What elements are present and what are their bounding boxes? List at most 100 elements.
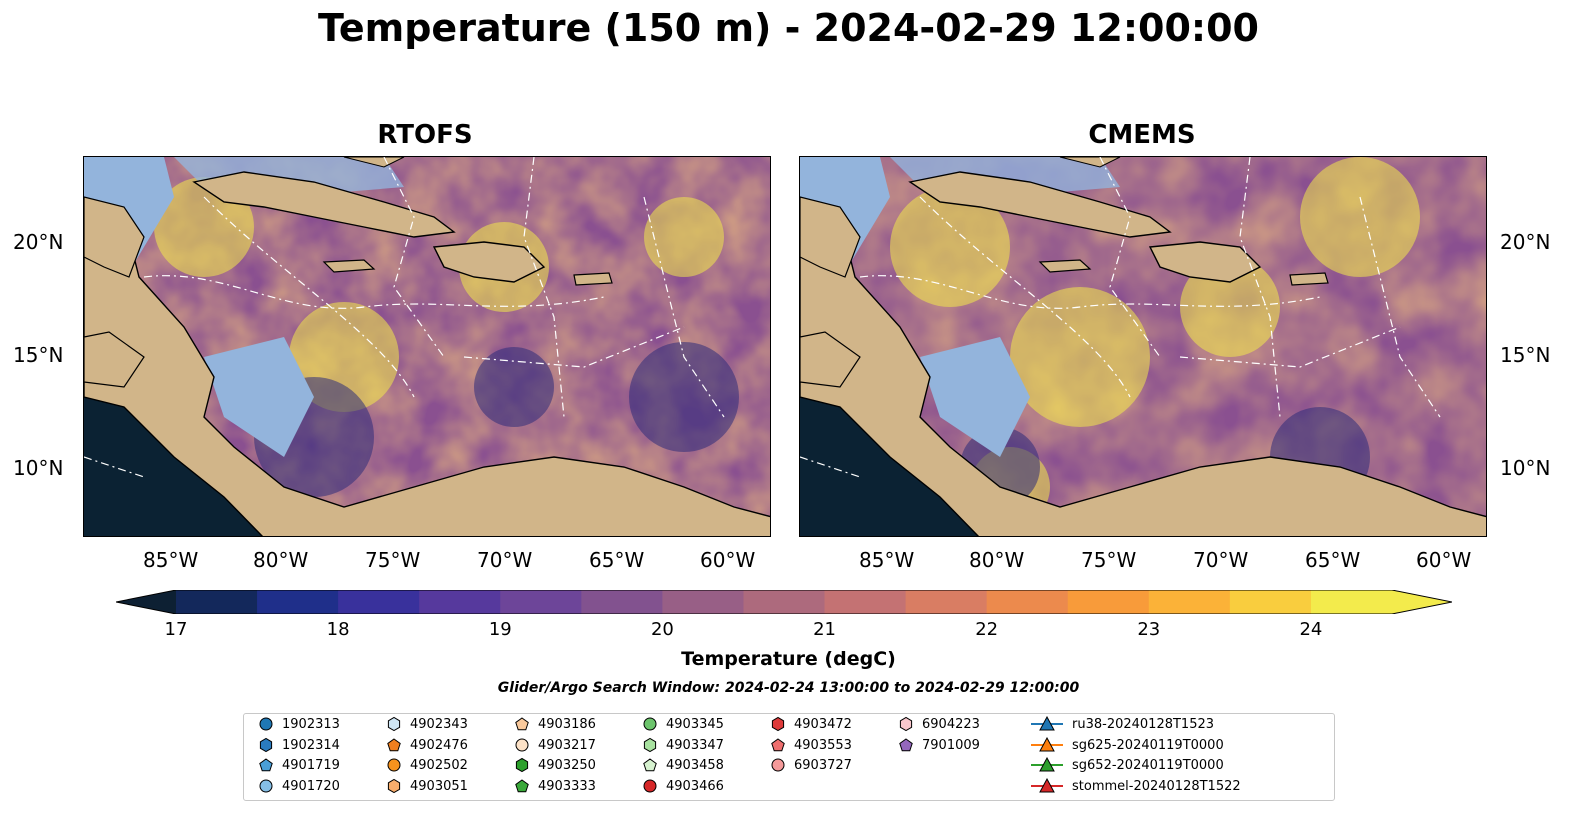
circle-marker-icon: [771, 758, 785, 772]
lon-label-left-85: 85°W: [143, 548, 199, 572]
lon-label-right-85: 85°W: [859, 548, 915, 572]
circle-marker-icon: [259, 717, 273, 731]
figure-title: Temperature (150 m) - 2024-02-29 12:00:0…: [317, 6, 1259, 50]
lon-label-left-60: 60°W: [700, 548, 756, 572]
colorbar-tick-label: 22: [975, 619, 999, 640]
legend-item: 4902476: [386, 737, 468, 753]
legend-item: sg652-20240119T0000: [1030, 757, 1224, 773]
pentagon-marker-icon: [899, 738, 913, 752]
legend-label: 4903472: [794, 716, 852, 732]
legend: 1902313 1902314 4901719 4901720 4902343 49024…: [243, 713, 1335, 801]
legend-label: 4902502: [410, 757, 468, 773]
legend-label: 4903345: [666, 716, 724, 732]
legend-item: 4903186: [514, 716, 596, 732]
hexagon-marker-icon: [643, 737, 657, 753]
temperature-colorbar: [116, 590, 1452, 614]
pentagon-marker-icon: [771, 738, 785, 752]
legend-label: 4903458: [666, 757, 724, 773]
colorbar-tick-label: 21: [813, 619, 836, 640]
legend-label: 4903466: [666, 778, 724, 794]
legend-label: 6903727: [794, 757, 852, 773]
pentagon-marker-icon: [387, 738, 401, 752]
circle-marker-icon: [643, 779, 657, 793]
legend-item: 4903217: [514, 737, 596, 753]
legend-label: 4901720: [282, 778, 340, 794]
legend-label: 4903250: [538, 757, 596, 773]
legend-item: 4903333: [514, 778, 596, 794]
lon-label-left-80: 80°W: [253, 548, 309, 572]
lat-label-right-10: 10°N: [1500, 456, 1551, 480]
hexagon-marker-icon: [387, 716, 401, 732]
legend-item: 1902313: [258, 716, 340, 732]
map-panel-rtofs: [83, 156, 771, 537]
lon-label-right-70: 70°W: [1193, 548, 1249, 572]
lon-label-right-75: 75°W: [1081, 548, 1137, 572]
legend-item: 4903472: [770, 716, 852, 732]
pentagon-marker-icon: [515, 717, 529, 731]
legend-label: 6904223: [922, 716, 980, 732]
legend-item: sg625-20240119T0000: [1030, 737, 1224, 753]
circle-marker-icon: [387, 758, 401, 772]
hexagon-marker-icon: [515, 757, 529, 773]
lat-label-left-20: 20°N: [13, 230, 64, 254]
legend-label: 1902314: [282, 737, 340, 753]
triangle-line-marker-icon: [1031, 737, 1063, 752]
triangle-line-marker-icon: [1031, 778, 1063, 793]
map-panel-cmems: [799, 156, 1487, 537]
legend-item: 4903553: [770, 737, 852, 753]
triangle-line-marker-icon: [1031, 757, 1063, 772]
legend-item: ru38-20240128T1523: [1030, 716, 1214, 732]
lat-label-right-15: 15°N: [1500, 343, 1551, 367]
panel-title-rtofs: RTOFS: [377, 120, 473, 150]
legend-label: 4903217: [538, 737, 596, 753]
colorbar-tick-label: 19: [488, 619, 512, 640]
legend-item: 4903345: [642, 716, 724, 732]
hexagon-marker-icon: [899, 716, 913, 732]
colorbar-tick-label: 20: [650, 619, 674, 640]
legend-label: 4901719: [282, 757, 340, 773]
legend-label: 4902343: [410, 716, 468, 732]
panel-title-cmems: CMEMS: [1088, 120, 1196, 150]
pentagon-marker-icon: [515, 779, 529, 793]
hexagon-marker-icon: [387, 778, 401, 794]
legend-item: 4901720: [258, 778, 340, 794]
colorbar-tick-label: 24: [1299, 619, 1323, 640]
legend-label: 1902313: [282, 716, 340, 732]
legend-label: ru38-20240128T1523: [1072, 716, 1215, 732]
colorbar-tick-label: 17: [164, 619, 188, 640]
colorbar-tick-label: 18: [326, 619, 350, 640]
lat-label-right-20: 20°N: [1500, 230, 1551, 254]
triangle-line-marker-icon: [1031, 716, 1063, 731]
circle-marker-icon: [643, 717, 657, 731]
lon-label-right-60: 60°W: [1416, 548, 1472, 572]
legend-label: 7901009: [922, 737, 980, 753]
legend-item: stommel-20240128T1522: [1030, 778, 1241, 794]
pentagon-marker-icon: [259, 758, 273, 772]
lon-label-left-75: 75°W: [365, 548, 421, 572]
legend-item: 4902343: [386, 716, 468, 732]
map-canvas: [84, 157, 770, 536]
legend-label: 4903347: [666, 737, 724, 753]
lat-label-left-15: 15°N: [13, 343, 64, 367]
lon-label-left-65: 65°W: [589, 548, 645, 572]
circle-marker-icon: [259, 779, 273, 793]
legend-label: 4902476: [410, 737, 468, 753]
circle-marker-icon: [515, 738, 529, 752]
legend-item: 1902314: [258, 737, 340, 753]
legend-label: 4903051: [410, 778, 468, 794]
lon-label-right-65: 65°W: [1305, 548, 1361, 572]
legend-item: 4903250: [514, 757, 596, 773]
legend-label: sg652-20240119T0000: [1072, 757, 1224, 773]
legend-item: 4903458: [642, 757, 724, 773]
colorbar-tick-label: 23: [1137, 619, 1161, 640]
legend-item: 4901719: [258, 757, 340, 773]
legend-label: 4903333: [538, 778, 596, 794]
pentagon-marker-icon: [643, 758, 657, 772]
legend-item: 4903466: [642, 778, 724, 794]
legend-label: 4903186: [538, 716, 596, 732]
legend-label: sg625-20240119T0000: [1072, 737, 1224, 753]
search-window-label: Glider/Argo Search Window: 2024-02-24 13…: [497, 680, 1080, 696]
lat-label-left-10: 10°N: [13, 456, 64, 480]
legend-item: 7901009: [898, 737, 980, 753]
colorbar-title: Temperature (degC): [681, 648, 896, 670]
